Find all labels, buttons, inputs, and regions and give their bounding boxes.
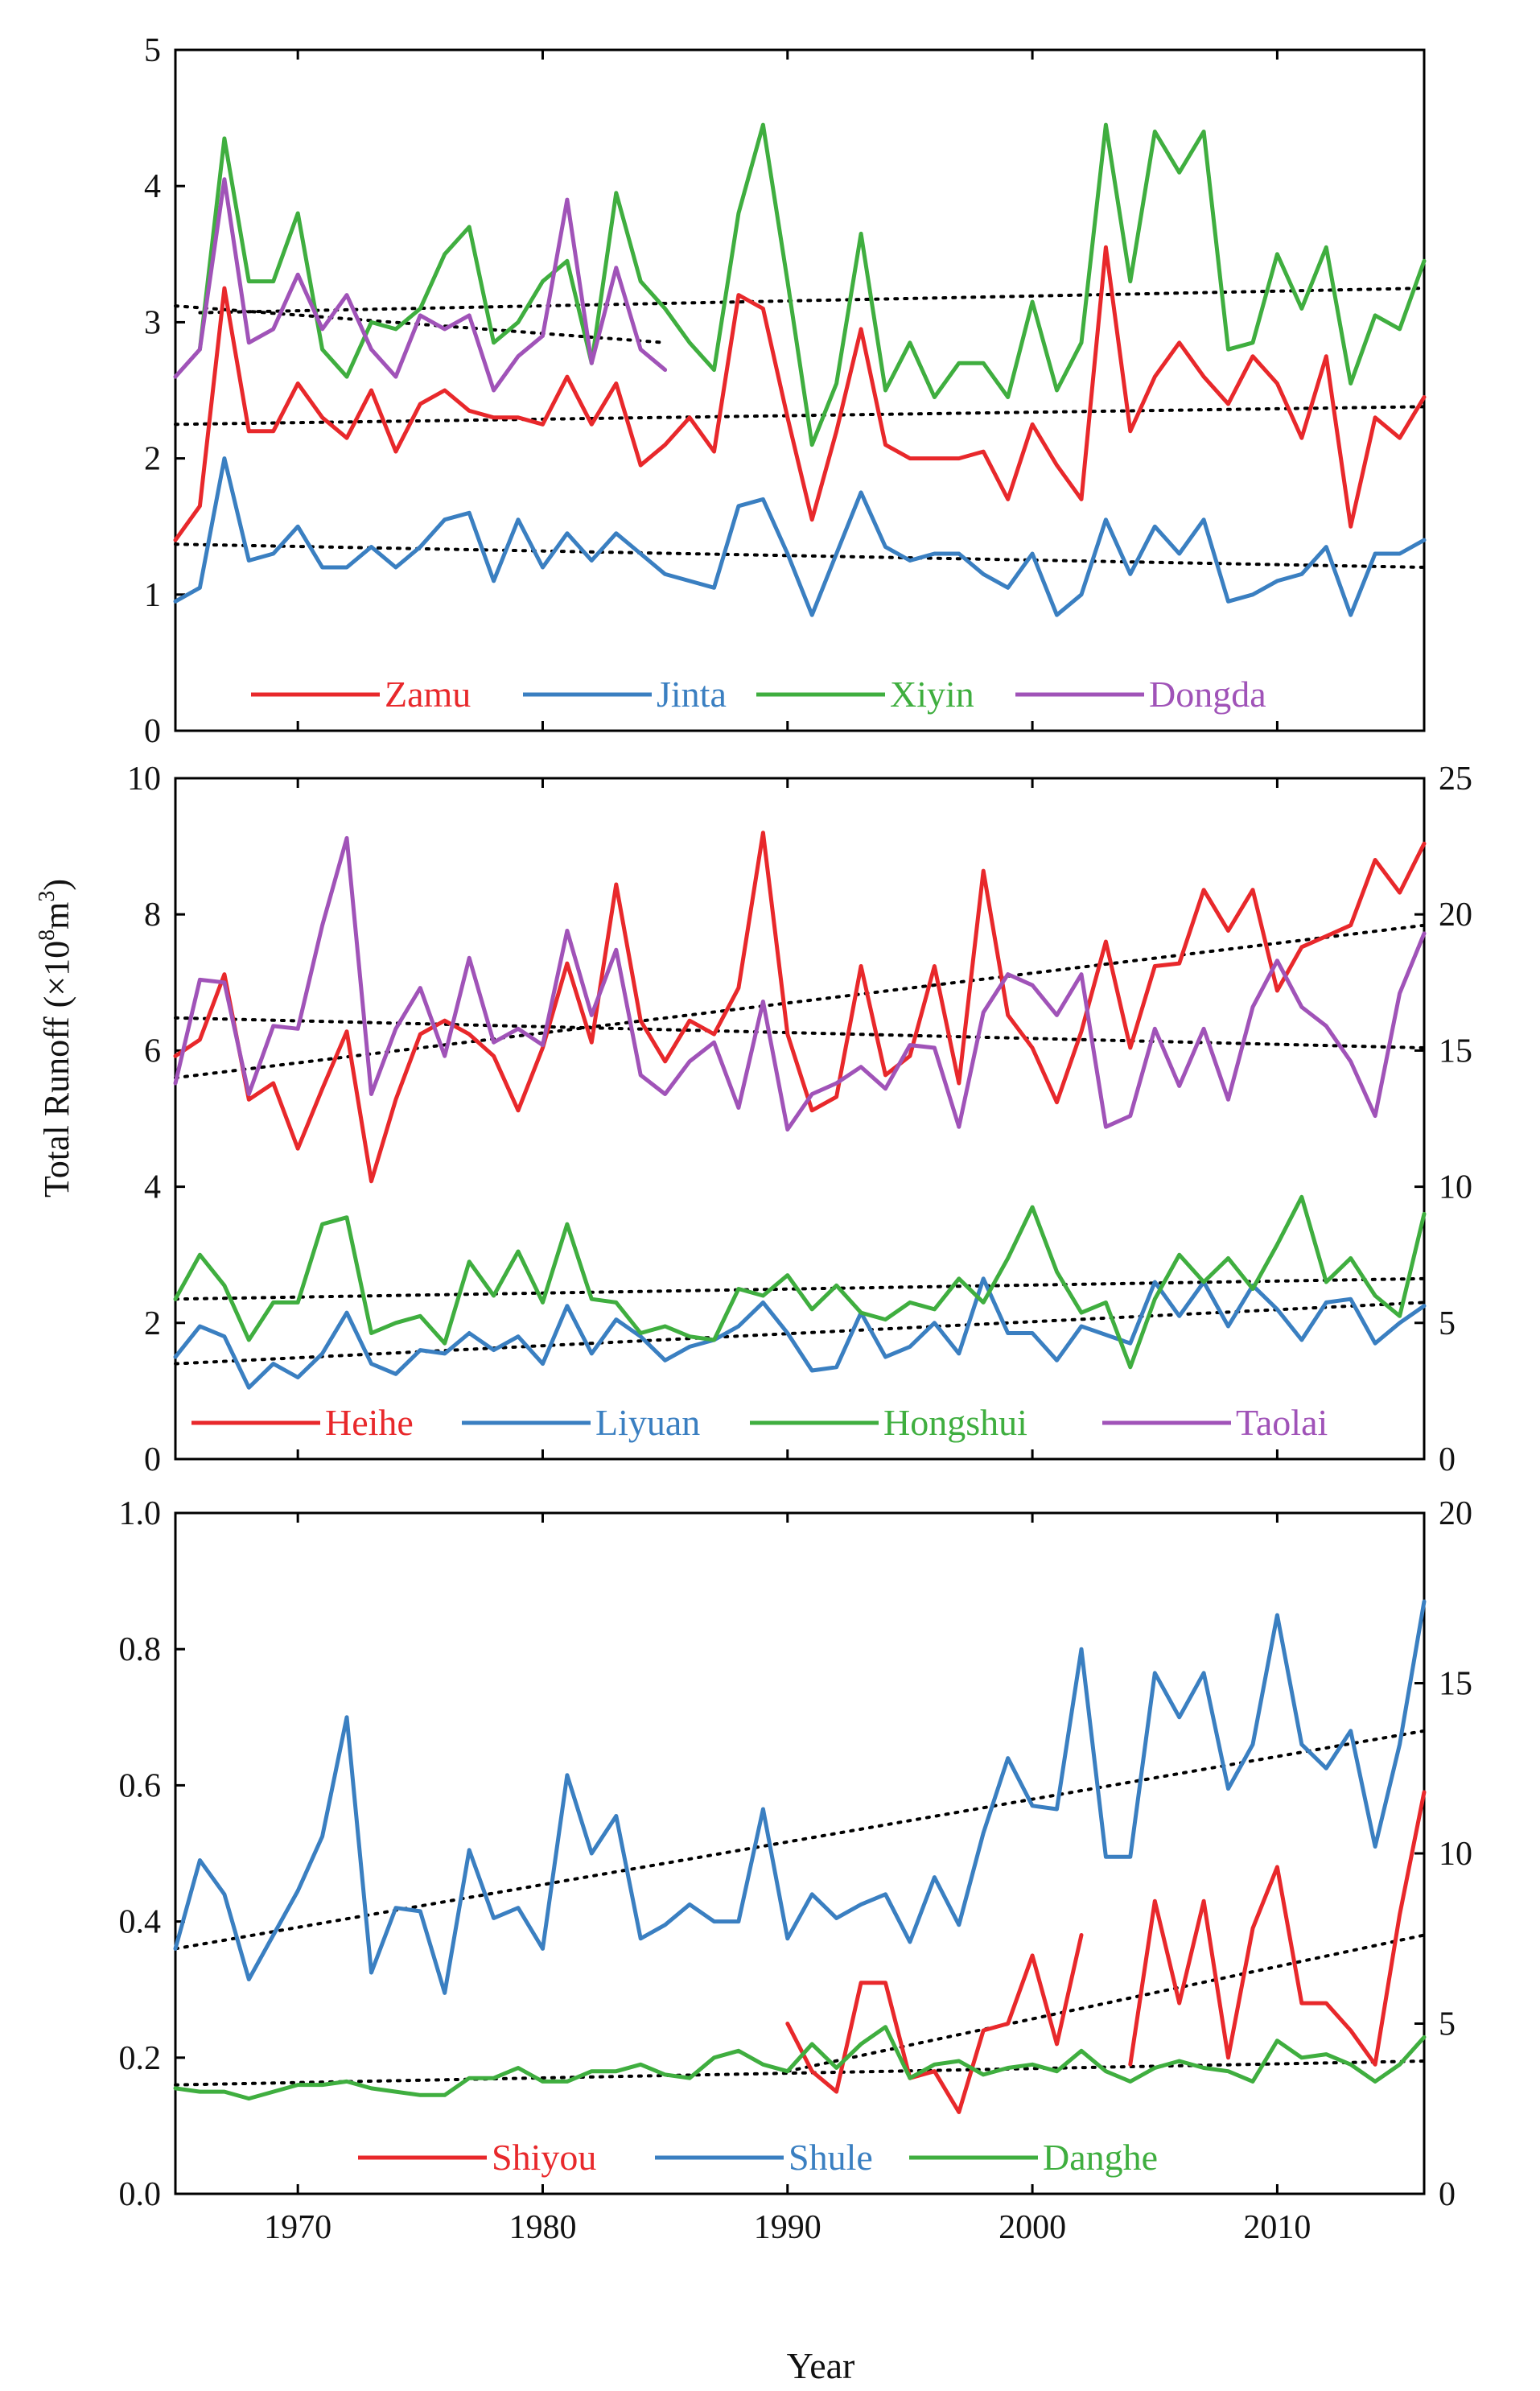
y-tick-label: 10 <box>127 761 161 798</box>
legend-item-shiyou: Shiyou <box>358 2137 596 2178</box>
y-tick-label: 2 <box>144 1305 161 1342</box>
y-tick-label: 0 <box>144 713 161 750</box>
legend-item-danghe: Danghe <box>909 2137 1158 2178</box>
y2-tick-label: 5 <box>1439 2006 1456 2043</box>
x-axis-label: Year <box>787 2345 855 2386</box>
legend-item-zamu: Zamu <box>251 674 471 715</box>
y2-tick-label: 5 <box>1439 1305 1456 1342</box>
y-axis-label: Total Runoff (×108m3) <box>35 879 76 1198</box>
series-line-shiyou <box>1128 1790 1427 2067</box>
y-tick-label: 2 <box>144 441 161 478</box>
x-tick-label: 1990 <box>754 2209 821 2246</box>
panel-frame <box>174 777 1426 1461</box>
y-tick-label: 4 <box>144 1169 161 1206</box>
y2-tick-label: 0 <box>1439 2176 1456 2213</box>
series-line-shiyou <box>785 1933 1084 2114</box>
x-tick-label: 1970 <box>264 2209 331 2246</box>
series-line-heihe <box>173 831 1427 1184</box>
y2-tick-label: 25 <box>1439 761 1472 798</box>
legend-item-taolai: Taolai <box>1102 1402 1328 1443</box>
legend-item-shule: Shule <box>655 2137 873 2178</box>
legend-label: Liyuan <box>595 1402 700 1443</box>
trend-line-xiyin <box>198 287 1426 315</box>
series-line-hongshui <box>173 1194 1427 1370</box>
y-tick-label: 6 <box>144 1033 161 1070</box>
y2-tick-label: 10 <box>1439 1836 1472 1873</box>
trend-line-liyuan <box>174 1301 1426 1366</box>
y2-tick-label: 15 <box>1439 1666 1472 1703</box>
legend-label: Shule <box>789 2137 873 2178</box>
legend-item-liyuan: Liyuan <box>462 1402 700 1443</box>
x-tick-label: 1980 <box>509 2209 576 2246</box>
legend-label: Shiyou <box>492 2137 596 2178</box>
legend-label: Zamu <box>385 674 471 715</box>
series-line-xiyin <box>197 122 1427 447</box>
legend-label: Hongshui <box>883 1402 1027 1443</box>
panel-bottom: 0.0 0.2 0.4 0.6 0.8 1.0 0 5 10 15 20 1970 1980 1990 20… <box>119 1495 1473 2246</box>
y-tick-label: 0 <box>144 1441 161 1478</box>
legend-label: Jinta <box>657 674 727 715</box>
series-line-jinta <box>173 456 1427 617</box>
y-tick-label: 5 <box>144 32 161 69</box>
trend-line-heihe <box>174 923 1426 1080</box>
series-line-zamu <box>173 245 1427 542</box>
legend-item-heihe: Heihe <box>191 1402 414 1443</box>
series-line-shule <box>173 1599 1427 1995</box>
x-tick-label: 2000 <box>999 2209 1066 2246</box>
legend-label: Taolai <box>1236 1402 1328 1443</box>
y-tick-label: 8 <box>144 897 161 934</box>
panel-frame <box>174 48 1426 732</box>
y-tick-label: 3 <box>144 304 161 341</box>
legend-label: Xiyin <box>890 674 974 715</box>
series-line-taolai <box>173 835 1427 1132</box>
legend-item-xiyin: Xiyin <box>756 674 974 715</box>
y-tick-label: 0.8 <box>119 1631 162 1668</box>
series-line-liyuan <box>173 1276 1427 1390</box>
y-tick-label: 0.0 <box>119 2176 162 2213</box>
series-line-danghe <box>173 2025 1427 2101</box>
y-tick-label: 4 <box>144 168 161 205</box>
y2-tick-label: 20 <box>1439 897 1472 934</box>
x-tick-label: 2010 <box>1243 2209 1311 2246</box>
y-tick-label: 0.4 <box>119 1904 162 1941</box>
legend-item-jinta: Jinta <box>523 674 727 715</box>
y-tick-label: 1.0 <box>119 1495 162 1532</box>
y-tick-label: 0.6 <box>119 1767 162 1804</box>
y-tick-label: 0.2 <box>119 2040 162 2077</box>
y2-tick-label: 20 <box>1439 1495 1472 1532</box>
legend-item-hongshui: Hongshui <box>750 1402 1027 1443</box>
series-line-dongda <box>173 177 668 393</box>
panel-frame <box>174 1511 1426 2195</box>
trend-line-shule <box>174 1729 1426 1951</box>
panel-top: 0 1 2 3 4 5 Zamu Jinta Xiyin Dongda <box>144 32 1427 750</box>
legend-label: Dongda <box>1149 674 1266 715</box>
legend-label: Danghe <box>1043 2137 1158 2178</box>
y2-tick-label: 10 <box>1439 1169 1472 1206</box>
legend-item-dongda: Dongda <box>1015 674 1266 715</box>
y2-tick-label: 0 <box>1439 1441 1456 1478</box>
panel-middle: 0 2 4 6 8 10 0 5 10 15 20 25 Heihe Liyuan Hongshui Taol… <box>127 761 1472 1478</box>
y-tick-label: 1 <box>144 577 161 614</box>
y2-tick-label: 15 <box>1439 1033 1472 1070</box>
legend-label: Heihe <box>325 1402 414 1443</box>
